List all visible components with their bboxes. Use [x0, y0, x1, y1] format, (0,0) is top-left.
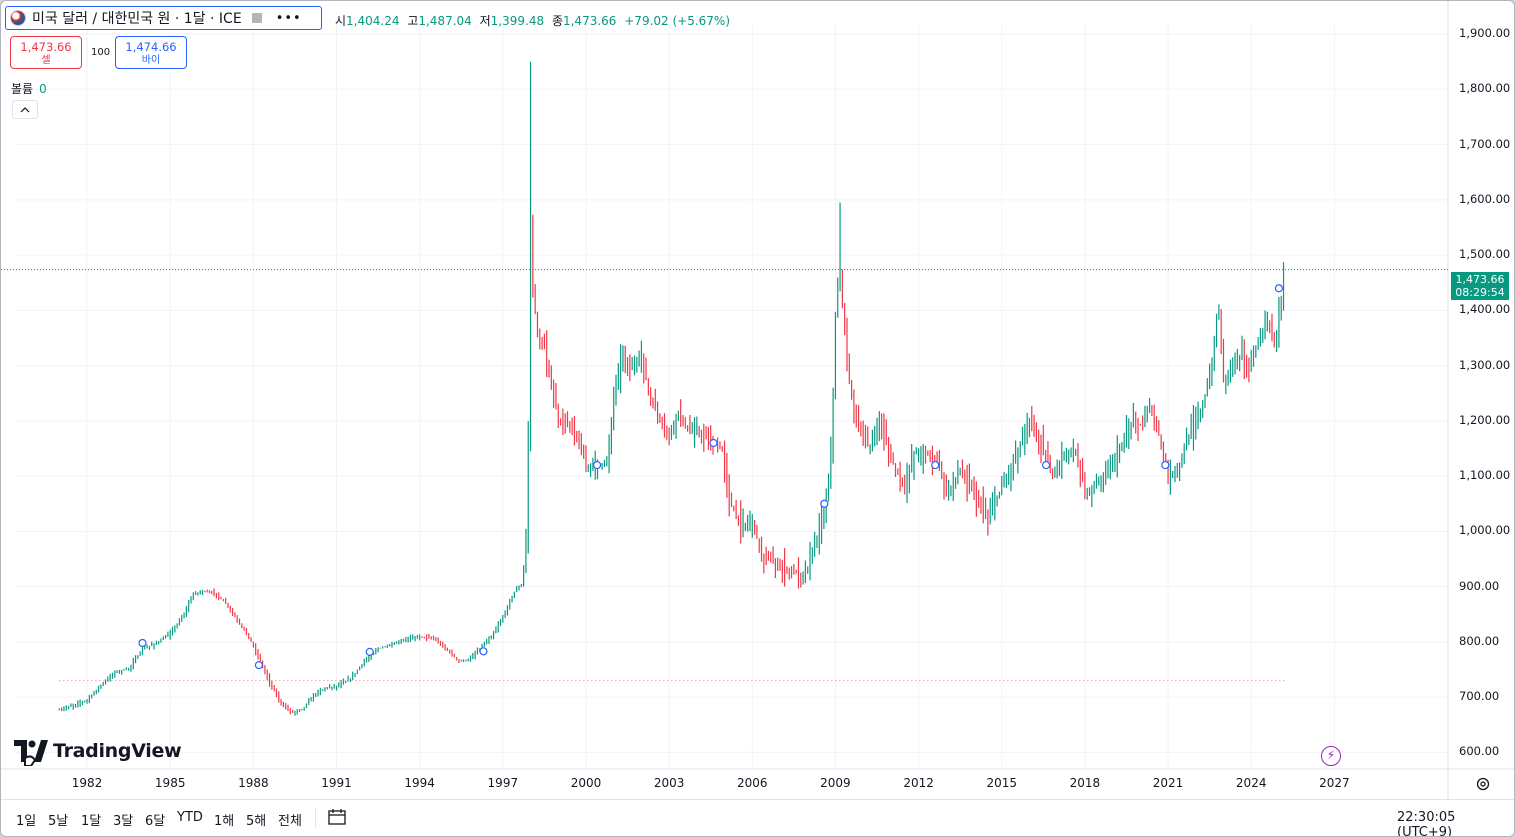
price-tick-label: 1,100.00	[1459, 468, 1511, 483]
price-tick-label: 1,700.00	[1459, 136, 1511, 151]
time-tick-label: 2015	[986, 776, 1017, 790]
time-tick-label: 2024	[1235, 776, 1267, 790]
timeframe-button[interactable]: 5해	[246, 814, 267, 829]
volume-label: 볼륨	[11, 82, 34, 96]
price-tick-label: 700.00	[1459, 689, 1500, 704]
event-marker	[820, 499, 829, 508]
time-tick-label: 2012	[903, 776, 934, 790]
time-tick-label: 2018	[1069, 776, 1101, 790]
price-tick-label: 1,900.00	[1459, 26, 1511, 41]
settings-gear-icon[interactable]	[1475, 776, 1491, 792]
volume-value: 0	[39, 82, 47, 96]
lightning-icon[interactable]: ⚡	[1321, 746, 1341, 766]
time-tick-label: 2003	[653, 776, 685, 790]
sell-button[interactable]: 1,473.66 셀	[10, 36, 82, 69]
price-tick-label: 1,600.00	[1459, 191, 1511, 206]
timeframe-button[interactable]: 5날	[48, 814, 69, 829]
change-value: +79.02 (+5.67%)	[624, 14, 731, 28]
timezone-clock[interactable]: 22:30:05 (UTC+9)	[1397, 810, 1456, 837]
time-tick-label: 1997	[487, 776, 519, 790]
timeframe-button[interactable]: 1달	[81, 814, 102, 829]
close-label: 종	[551, 14, 563, 28]
chevron-up-icon	[20, 107, 30, 113]
time-tick-label: 1994	[404, 776, 435, 790]
sell-price: 1,473.66	[20, 40, 72, 54]
go-to-date-calendar-icon[interactable]	[327, 808, 347, 826]
high-label: 고	[407, 14, 419, 28]
last-price: 1,473.66	[1455, 273, 1505, 286]
event-marker	[1161, 460, 1170, 470]
price-tick-label: 1,400.00	[1459, 302, 1511, 317]
price-tick-label: 800.00	[1459, 633, 1500, 648]
time-tick-label: 2027	[1319, 776, 1350, 790]
tradingview-logo-icon	[14, 740, 48, 766]
last-price-tag: 1,473.66 08:29:54	[1451, 272, 1509, 300]
timeframe-button[interactable]: 전체	[278, 814, 302, 829]
bottom-toolbar: 1일 5날 1달 3달 6달 YTD 1해 5해 전체 22:30:05 (UTC+9)	[1, 799, 1514, 837]
bar-countdown: 08:29:54	[1455, 286, 1505, 299]
event-marker	[709, 438, 718, 448]
low-label: 저	[479, 14, 491, 28]
event-marker	[1274, 284, 1284, 293]
symbol-selector[interactable]: 미국 달러 / 대한민국 원 · 1달 · ICE •••	[5, 6, 322, 30]
more-options-icon[interactable]: •••	[275, 10, 302, 26]
price-tick-label: 1,800.00	[1459, 81, 1511, 96]
price-tick-label: 1,300.00	[1459, 357, 1511, 372]
timeframe-button[interactable]: 1해	[214, 814, 235, 829]
time-tick-label: 1982	[71, 776, 103, 790]
price-tick-label: 900.00	[1459, 578, 1500, 593]
time-tick-label: 1988	[238, 776, 269, 790]
event-marker	[365, 647, 374, 656]
buy-price: 1,474.66	[125, 40, 177, 54]
us-kr-flag-icon	[10, 10, 26, 26]
time-tick-label: 2006	[737, 776, 768, 790]
logo-text: TradingView	[53, 740, 182, 762]
timeframe-button[interactable]: 3달	[113, 814, 134, 829]
event-marker	[479, 647, 488, 656]
buy-button[interactable]: 1,474.66 바이	[115, 36, 187, 69]
spread-value: 100	[91, 47, 111, 58]
low-value: 1,399.48	[490, 14, 545, 28]
time-tick-label: 1985	[154, 776, 186, 790]
collapse-legend-button[interactable]	[12, 100, 38, 119]
event-marker	[592, 460, 602, 470]
toolbar-divider	[315, 808, 316, 828]
price-tick-label: 1,200.00	[1459, 412, 1511, 427]
event-marker	[1041, 460, 1051, 470]
open-label: 시	[335, 14, 347, 28]
open-value: 1,404.24	[346, 14, 400, 28]
timeframe-button[interactable]: 1일	[16, 814, 37, 829]
event-marker	[254, 661, 264, 670]
price-tick-label: 1,000.00	[1459, 523, 1511, 538]
time-tick-label: 2000	[570, 776, 602, 790]
buy-label: 바이	[141, 55, 161, 66]
price-tick-label: 600.00	[1459, 744, 1500, 759]
symbol-title: 미국 달러 / 대한민국 원 · 1달 · ICE	[32, 11, 242, 27]
time-tick-label: 1991	[321, 776, 352, 790]
timeframe-button[interactable]: 6달	[145, 814, 166, 829]
volume-legend: 볼륨 0	[11, 80, 47, 97]
ohlc-legend: 시1,404.24 고1,487.04 저1,399.48 종1,473.66 …	[335, 12, 734, 29]
market-status-icon	[251, 13, 262, 23]
event-marker	[931, 460, 940, 470]
event-marker	[138, 638, 147, 648]
time-tick-label: 2009	[820, 776, 851, 790]
tradingview-logo[interactable]: TradingView	[13, 736, 182, 766]
time-tick-label: 2021	[1152, 776, 1184, 790]
price-tick-label: 1,500.00	[1459, 247, 1511, 262]
price-chart[interactable]	[1, 1, 1514, 799]
timeframe-button[interactable]: YTD	[177, 810, 203, 825]
high-value: 1,487.04	[418, 14, 472, 28]
sell-label: 셀	[41, 55, 51, 66]
close-value: 1,473.66	[562, 14, 617, 28]
